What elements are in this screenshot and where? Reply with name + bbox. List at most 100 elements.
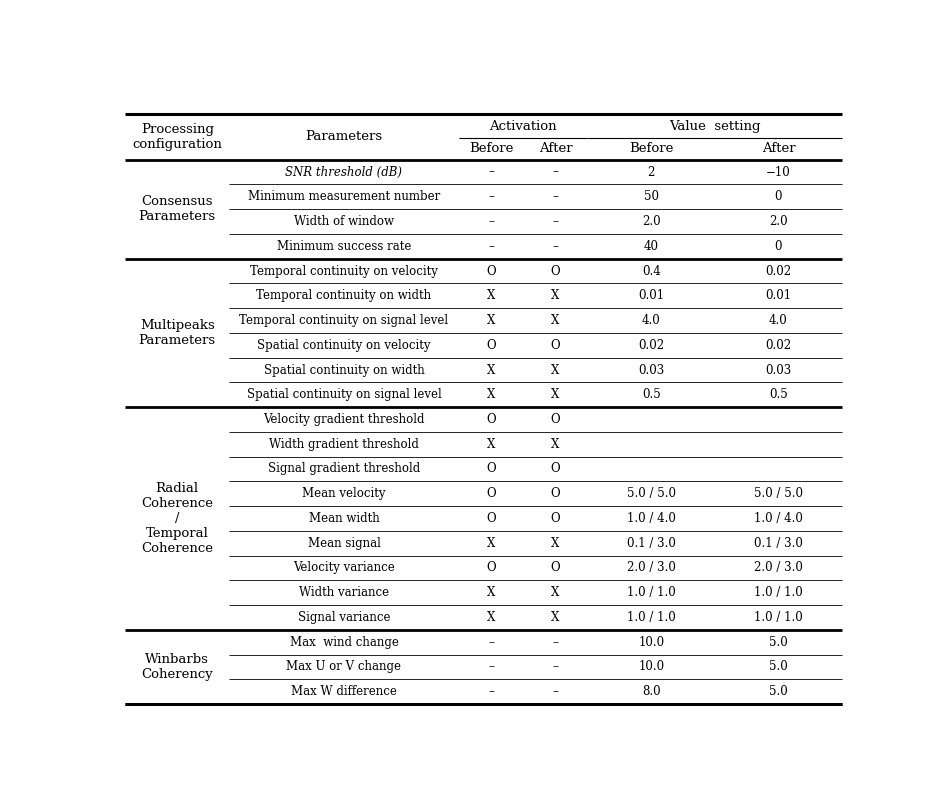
Text: After: After xyxy=(762,142,795,156)
Text: Signal gradient threshold: Signal gradient threshold xyxy=(268,463,420,476)
Text: After: After xyxy=(539,142,572,156)
Text: 5.0: 5.0 xyxy=(769,661,788,674)
Text: Radial
Coherence
/
Temporal
Coherence: Radial Coherence / Temporal Coherence xyxy=(142,482,213,555)
Text: 1.0 / 1.0: 1.0 / 1.0 xyxy=(627,611,676,624)
Text: X: X xyxy=(551,364,560,377)
Text: X: X xyxy=(487,587,496,599)
Text: 8.0: 8.0 xyxy=(642,685,661,698)
Text: 0.1 / 3.0: 0.1 / 3.0 xyxy=(754,537,803,550)
Text: O: O xyxy=(550,339,561,352)
Text: X: X xyxy=(487,537,496,550)
Text: X: X xyxy=(487,289,496,302)
Text: 0: 0 xyxy=(775,239,783,253)
Text: X: X xyxy=(487,611,496,624)
Text: 0.03: 0.03 xyxy=(766,364,792,377)
Text: X: X xyxy=(487,389,496,401)
Text: X: X xyxy=(551,587,560,599)
Text: 10.0: 10.0 xyxy=(638,661,665,674)
Text: Max W difference: Max W difference xyxy=(291,685,396,698)
Text: 0.03: 0.03 xyxy=(638,364,665,377)
Text: 2.0: 2.0 xyxy=(642,215,661,228)
Text: X: X xyxy=(487,438,496,451)
Text: O: O xyxy=(550,512,561,525)
Text: O: O xyxy=(486,512,496,525)
Text: –: – xyxy=(488,239,494,253)
Text: 2.0 / 3.0: 2.0 / 3.0 xyxy=(627,562,676,575)
Text: –: – xyxy=(552,165,559,179)
Text: 10.0: 10.0 xyxy=(638,636,665,649)
Text: 2: 2 xyxy=(648,165,655,179)
Text: Temporal continuity on width: Temporal continuity on width xyxy=(257,289,431,302)
Text: Spatial continuity on velocity: Spatial continuity on velocity xyxy=(258,339,430,352)
Text: SNR threshold (dB): SNR threshold (dB) xyxy=(285,165,402,179)
Text: 2.0: 2.0 xyxy=(769,215,788,228)
Text: 1.0 / 1.0: 1.0 / 1.0 xyxy=(627,587,676,599)
Text: Width gradient threshold: Width gradient threshold xyxy=(269,438,419,451)
Text: Before: Before xyxy=(629,142,673,156)
Text: Signal variance: Signal variance xyxy=(297,611,390,624)
Text: O: O xyxy=(550,264,561,278)
Text: 0.02: 0.02 xyxy=(638,339,665,352)
Text: 0.02: 0.02 xyxy=(766,339,791,352)
Text: Temporal continuity on velocity: Temporal continuity on velocity xyxy=(250,264,438,278)
Text: 0.02: 0.02 xyxy=(766,264,791,278)
Text: –: – xyxy=(488,636,494,649)
Text: –: – xyxy=(552,661,559,674)
Text: –: – xyxy=(552,636,559,649)
Text: 40: 40 xyxy=(644,239,659,253)
Text: –: – xyxy=(488,215,494,228)
Text: O: O xyxy=(486,463,496,476)
Text: –: – xyxy=(488,165,494,179)
Text: 0.5: 0.5 xyxy=(642,389,661,401)
Text: X: X xyxy=(551,289,560,302)
Text: 5.0 / 5.0: 5.0 / 5.0 xyxy=(627,488,676,500)
Text: Parameters: Parameters xyxy=(306,130,382,144)
Text: 0.4: 0.4 xyxy=(642,264,661,278)
Text: Mean velocity: Mean velocity xyxy=(302,488,386,500)
Text: Width variance: Width variance xyxy=(299,587,389,599)
Text: Velocity gradient threshold: Velocity gradient threshold xyxy=(263,413,425,426)
Text: –: – xyxy=(488,190,494,203)
Text: X: X xyxy=(551,389,560,401)
Text: Minimum success rate: Minimum success rate xyxy=(277,239,412,253)
Text: Spatial continuity on width: Spatial continuity on width xyxy=(263,364,425,377)
Text: Processing
configuration: Processing configuration xyxy=(132,123,222,151)
Text: O: O xyxy=(550,463,561,476)
Text: O: O xyxy=(486,413,496,426)
Text: 0.5: 0.5 xyxy=(769,389,788,401)
Text: 1.0 / 1.0: 1.0 / 1.0 xyxy=(754,611,802,624)
Text: –: – xyxy=(552,190,559,203)
Text: Max  wind change: Max wind change xyxy=(290,636,398,649)
Text: 0.01: 0.01 xyxy=(638,289,665,302)
Text: X: X xyxy=(551,314,560,327)
Text: 5.0 / 5.0: 5.0 / 5.0 xyxy=(754,488,803,500)
Text: 4.0: 4.0 xyxy=(769,314,788,327)
Text: Consensus
Parameters: Consensus Parameters xyxy=(139,196,216,223)
Text: O: O xyxy=(550,413,561,426)
Text: 1.0 / 4.0: 1.0 / 4.0 xyxy=(627,512,676,525)
Text: Mean signal: Mean signal xyxy=(308,537,380,550)
Text: Mean width: Mean width xyxy=(309,512,379,525)
Text: Velocity variance: Velocity variance xyxy=(294,562,395,575)
Text: Winbarbs
Coherency: Winbarbs Coherency xyxy=(142,653,213,681)
Text: –: – xyxy=(552,215,559,228)
Text: –: – xyxy=(552,239,559,253)
Text: Spatial continuity on signal level: Spatial continuity on signal level xyxy=(246,389,442,401)
Text: –: – xyxy=(552,685,559,698)
Text: 1.0 / 1.0: 1.0 / 1.0 xyxy=(754,587,802,599)
Text: 0: 0 xyxy=(775,190,783,203)
Text: O: O xyxy=(550,488,561,500)
Text: Minimum measurement number: Minimum measurement number xyxy=(248,190,440,203)
Text: Multipeaks
Parameters: Multipeaks Parameters xyxy=(139,319,216,347)
Text: 0.1 / 3.0: 0.1 / 3.0 xyxy=(627,537,676,550)
Text: Activation: Activation xyxy=(489,120,557,133)
Text: 4.0: 4.0 xyxy=(642,314,661,327)
Text: 1.0 / 4.0: 1.0 / 4.0 xyxy=(754,512,803,525)
Text: Width of window: Width of window xyxy=(294,215,394,228)
Text: 50: 50 xyxy=(644,190,659,203)
Text: 5.0: 5.0 xyxy=(769,685,788,698)
Text: −10: −10 xyxy=(767,165,791,179)
Text: 0.01: 0.01 xyxy=(766,289,791,302)
Text: X: X xyxy=(551,537,560,550)
Text: O: O xyxy=(486,339,496,352)
